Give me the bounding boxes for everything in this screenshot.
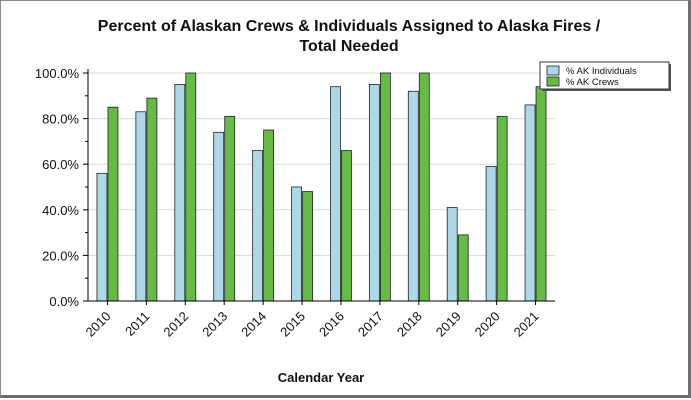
bar-ak-crews-2010 [107,106,119,302]
bar-ak-crews-2016 [341,150,352,302]
bar-ak-individuals-2013 [213,131,225,302]
y-tick-label: 40.0% [42,203,79,218]
bar-ak-crews-2014 [263,129,275,302]
x-tick-label: 2018 [394,309,425,340]
legend-swatch [546,76,560,87]
bar-ak-individuals-2010 [96,172,108,302]
x-tick-labels: 2010 2011 2012 2013 2014 2015 2016 2017 2018 2019… [83,309,542,340]
axes-group [83,69,555,305]
x-tick-label: 2013 [199,309,230,340]
bar-ak-individuals-2015 [291,186,302,302]
chart-title-line1: Percent of Alaskan Crews & Individuals A… [98,18,601,35]
y-tick-label: 100.0% [35,66,80,81]
bar-ak-crews-2021 [535,86,547,302]
legend-swatch [546,65,560,76]
x-tick-label: 2021 [511,309,542,340]
legend-label: % AK Crews [566,77,619,88]
bar-ak-crews-2019 [457,234,469,302]
bar-ak-individuals-2011 [135,111,147,302]
y-tick-label: 0.0% [49,294,79,309]
y-tick-label: 20.0% [42,248,79,263]
x-tick-label: 2016 [316,309,347,340]
bar-ak-individuals-2016 [330,86,341,302]
legend: % AK Individuals% AK Crews [539,61,671,91]
bar-ak-crews-2017 [379,72,391,302]
bar-ak-individuals-2012 [174,84,186,302]
x-axis-label: Calendar Year [278,370,364,385]
y-tick-label: 60.0% [42,157,79,172]
x-tick-label: 2010 [83,309,114,340]
bar-chart: Percent of Alaskan Crews & Individuals A… [35,18,671,385]
legend-label: % AK Individuals [566,66,637,77]
bar-ak-individuals-2014 [252,150,264,302]
bars-group [96,72,547,302]
bar-ak-crews-2018 [418,72,430,302]
y-tick-labels: 0.0% 20.0% 40.0% 60.0% 80.0% 100.0% [35,66,80,309]
x-tick-label: 2019 [433,309,464,340]
bar-ak-individuals-2021 [524,104,536,302]
x-tick-label: 2015 [277,309,308,340]
x-tick-label: 2012 [160,309,191,340]
bar-ak-individuals-2017 [368,84,380,302]
bar-ak-individuals-2020 [485,166,497,302]
y-tick-label: 80.0% [42,112,79,127]
bar-ak-individuals-2018 [407,90,419,302]
bar-ak-crews-2020 [496,115,508,302]
bar-ak-crews-2015 [302,191,313,302]
gridlines [88,72,555,256]
legend-box [539,61,670,90]
x-tick-label: 2017 [355,309,386,340]
bar-ak-individuals-2019 [446,207,458,302]
chart-title-line2: Total Needed [299,38,398,55]
x-tick-label: 2020 [472,309,503,340]
x-tick-label: 2011 [122,309,152,339]
bar-ak-crews-2012 [185,72,197,302]
bar-ak-crews-2011 [146,97,158,302]
bar-ak-crews-2013 [224,115,236,302]
x-tick-label: 2014 [238,309,269,340]
